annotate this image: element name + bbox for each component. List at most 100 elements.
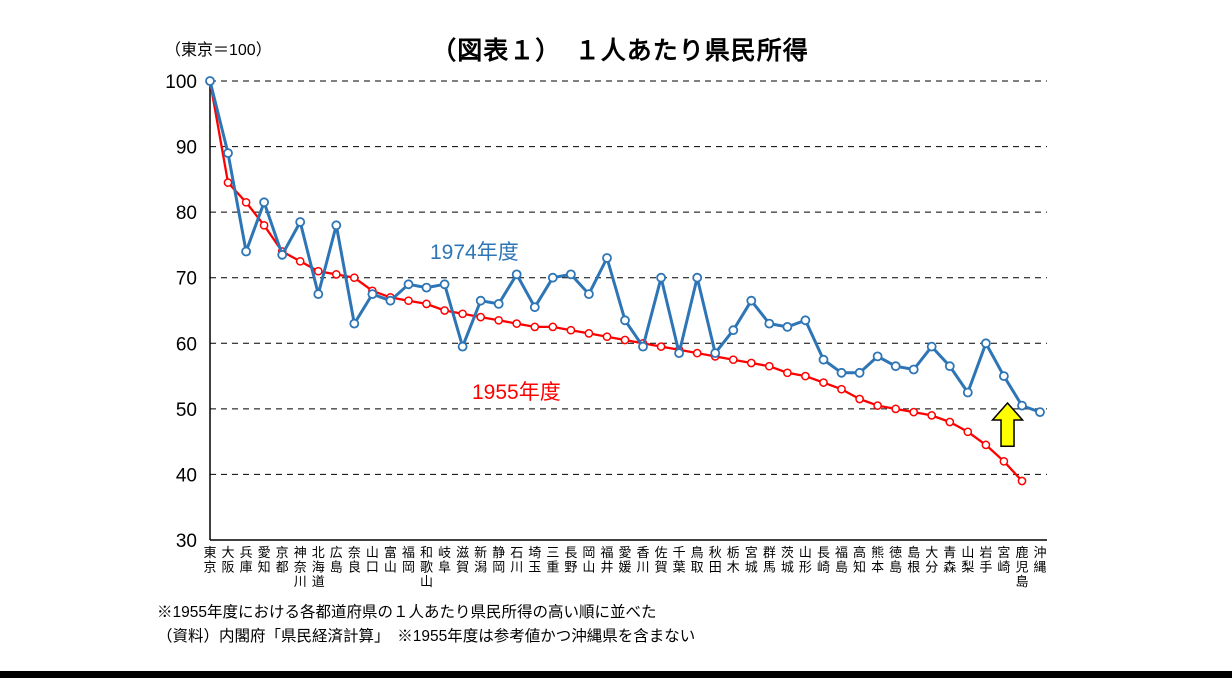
marker-1955年度 <box>981 440 991 450</box>
marker-1955年度 <box>945 417 955 427</box>
x-label: 島根 <box>907 545 920 575</box>
marker-1955年度 <box>873 401 882 410</box>
x-label: 秋田 <box>709 545 722 575</box>
marker-1955年度 <box>476 312 486 322</box>
line-1974年度 <box>208 80 1041 414</box>
marker-1974年度 <box>890 361 901 372</box>
marker-1974年度 <box>205 76 215 86</box>
x-label: 徳島 <box>889 545 902 575</box>
marker-1974年度 <box>529 302 540 313</box>
x-label: 愛媛 <box>618 545 631 575</box>
x-label: 茨城 <box>781 545 794 575</box>
marker-1974年度 <box>277 249 288 260</box>
marker-1974年度 <box>908 364 919 375</box>
y-tick-label: 30 <box>176 531 197 552</box>
marker-1955年度 <box>440 306 449 315</box>
marker-1955年度 <box>494 315 504 325</box>
marker-1955年度 <box>241 197 251 207</box>
footnote-sort-order: ※1955年度における各都道府県の１人あたり県民所得の高い順に並べた <box>157 604 657 621</box>
marker-1955年度 <box>620 335 630 345</box>
marker-1955年度 <box>530 322 540 332</box>
x-label: 沖縄 <box>1033 545 1046 575</box>
footnote-source: （資料）内閣府「県民経済計算」 ※1955年度は参考値かつ沖縄県を含まない <box>157 628 696 645</box>
marker-1974年度 <box>746 295 757 306</box>
marker-1974年度 <box>1035 407 1045 418</box>
x-label: 栃木 <box>727 545 740 575</box>
x-label: 福島 <box>835 545 848 575</box>
x-label: 福岡 <box>402 545 415 575</box>
marker-1955年度 <box>837 384 846 394</box>
y-tick-label: 40 <box>176 465 197 486</box>
marker-1974年度 <box>764 318 775 329</box>
marker-1955年度 <box>783 368 792 378</box>
marker-1974年度 <box>223 148 233 159</box>
x-label: 三重 <box>546 545 559 575</box>
x-label: 和歌山 <box>420 545 433 589</box>
series-label-1955: 1955年度 <box>472 381 561 404</box>
marker-1974年度 <box>926 341 937 352</box>
x-label: 滋賀 <box>456 545 469 575</box>
y-tick-label: 100 <box>165 72 197 93</box>
marker-1955年度 <box>855 394 864 404</box>
y-tick-label: 80 <box>176 203 197 224</box>
marker-1955年度 <box>331 270 341 279</box>
marker-1955年度 <box>259 220 269 230</box>
x-label: 石川 <box>510 545 523 575</box>
x-label: 大分 <box>925 545 938 575</box>
marker-1974年度 <box>547 272 558 283</box>
marker-1974年度 <box>656 272 666 283</box>
marker-1974年度 <box>818 354 829 365</box>
up-arrow-annotation <box>990 401 1025 447</box>
marker-1974年度 <box>493 298 504 309</box>
x-label: 鹿児島 <box>1015 545 1028 589</box>
marker-1955年度 <box>404 296 413 306</box>
x-label: 宮崎 <box>997 545 1010 575</box>
marker-1974年度 <box>692 272 703 283</box>
x-label: 広島 <box>330 545 343 575</box>
marker-1974年度 <box>1017 400 1027 411</box>
index-note: （東京＝100） <box>165 42 272 59</box>
marker-1955年度 <box>349 273 359 283</box>
y-tick-label: 60 <box>176 334 197 355</box>
chart-title: （図表１） １人あたり県民所得 <box>431 37 809 65</box>
x-label: 東京 <box>203 545 216 575</box>
marker-1955年度 <box>584 329 594 338</box>
marker-1974年度 <box>295 217 306 227</box>
x-label: 香川 <box>637 545 650 575</box>
x-label: 福井 <box>600 545 613 575</box>
x-label: 埼玉 <box>528 545 541 575</box>
marker-1974年度 <box>620 315 630 326</box>
marker-1955年度 <box>548 322 558 332</box>
marker-1955年度 <box>891 404 901 414</box>
marker-1974年度 <box>385 295 396 306</box>
x-label: 兵庫 <box>240 545 253 575</box>
marker-1955年度 <box>999 456 1009 466</box>
marker-1974年度 <box>241 246 252 257</box>
x-label: 富山 <box>384 545 397 575</box>
marker-1974年度 <box>782 321 793 332</box>
x-label: 神奈川 <box>294 545 307 589</box>
marker-1974年度 <box>674 348 684 359</box>
x-label: 京都 <box>276 545 289 575</box>
x-label: 山口 <box>366 545 379 575</box>
marker-1974年度 <box>259 197 270 208</box>
y-tick-label: 50 <box>176 400 197 421</box>
marker-1955年度 <box>295 256 305 266</box>
x-label: 佐賀 <box>655 545 668 575</box>
bottom-bar <box>0 671 1232 678</box>
marker-1955年度 <box>927 411 937 420</box>
x-label: 鳥取 <box>691 545 704 575</box>
marker-1974年度 <box>800 315 811 326</box>
marker-1974年度 <box>854 367 865 378</box>
series-label-1974: 1974年度 <box>430 241 519 264</box>
marker-1955年度 <box>313 266 323 276</box>
marker-1974年度 <box>602 253 612 263</box>
x-label: 岡山 <box>582 545 595 575</box>
x-label: 静岡 <box>492 545 505 575</box>
marker-1955年度 <box>458 309 467 319</box>
marker-1955年度 <box>801 371 810 381</box>
marker-1974年度 <box>981 338 991 349</box>
x-label: 熊本 <box>871 545 884 575</box>
marker-1974年度 <box>349 318 360 329</box>
x-label: 高知 <box>853 545 866 575</box>
